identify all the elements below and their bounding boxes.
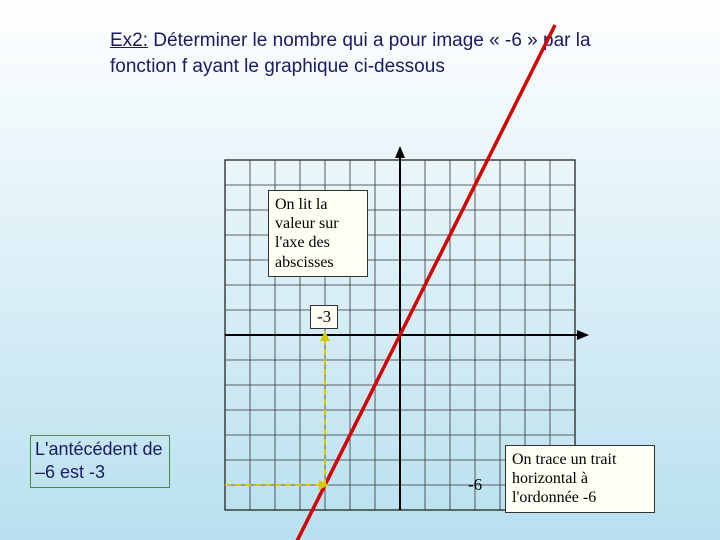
label-minus-3: -3: [310, 305, 338, 329]
label-minus-6: -6: [462, 474, 488, 496]
result-box: L'antécédent de –6 est -3: [30, 435, 170, 488]
annotation-read-axis: On lit la valeur sur l'axe des abscisses: [268, 190, 368, 277]
annotation-trace: On trace un trait horizontal à l'ordonné…: [505, 445, 655, 513]
